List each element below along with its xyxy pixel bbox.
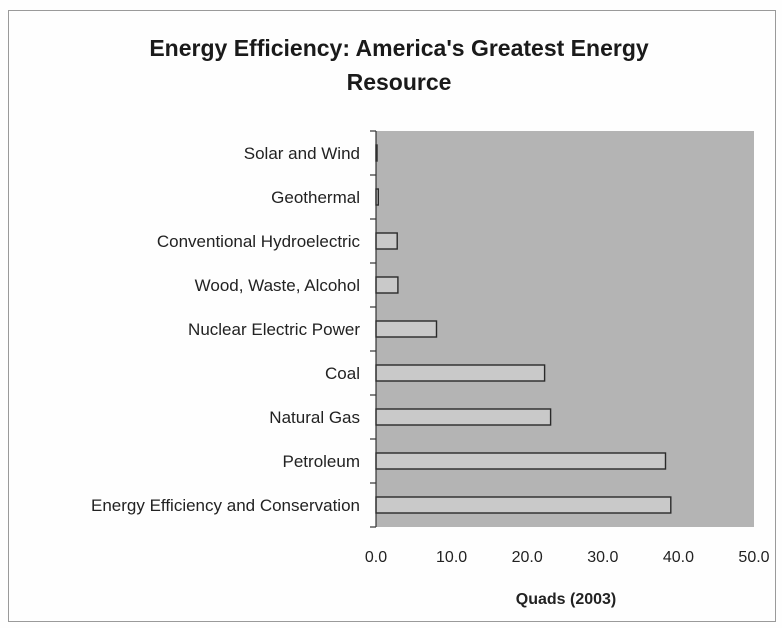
x-tick-label-5: 50.0 — [738, 549, 769, 566]
bar-7 — [375, 452, 667, 470]
category-label-2: Conventional Hydroelectric — [157, 232, 361, 251]
x-tick-label-1: 10.0 — [436, 549, 467, 566]
category-label-3: Wood, Waste, Alcohol — [195, 276, 360, 295]
category-label-5: Coal — [325, 364, 360, 383]
labels-layer: Solar and Wind Geothermal Conventional Hyd… — [91, 144, 770, 566]
chart-frame — [8, 10, 776, 622]
bar-4 — [375, 320, 438, 338]
bar-5 — [375, 364, 546, 382]
chart-title-line2: Resource — [347, 69, 452, 95]
x-tick-label-0: 0.0 — [365, 549, 387, 566]
category-label-0: Solar and Wind — [244, 144, 360, 163]
x-axis-title: Quads (2003) — [516, 591, 616, 608]
chart-title-line1: Energy Efficiency: America's Greatest En… — [149, 35, 649, 61]
category-label-7: Petroleum — [283, 452, 360, 471]
axes-layer — [370, 130, 377, 528]
category-label-4: Nuclear Electric Power — [188, 320, 360, 339]
bar-2 — [375, 232, 398, 250]
bar-6 — [375, 408, 552, 426]
x-tick-label-3: 30.0 — [587, 549, 618, 566]
category-label-1: Geothermal — [271, 188, 360, 207]
x-tick-label-2: 20.0 — [512, 549, 543, 566]
x-tick-label-4: 40.0 — [663, 549, 694, 566]
bar-8 — [375, 496, 672, 514]
bar-3 — [375, 276, 399, 294]
category-label-8: Energy Efficiency and Conservation — [91, 496, 360, 515]
category-label-6: Natural Gas — [269, 408, 360, 427]
